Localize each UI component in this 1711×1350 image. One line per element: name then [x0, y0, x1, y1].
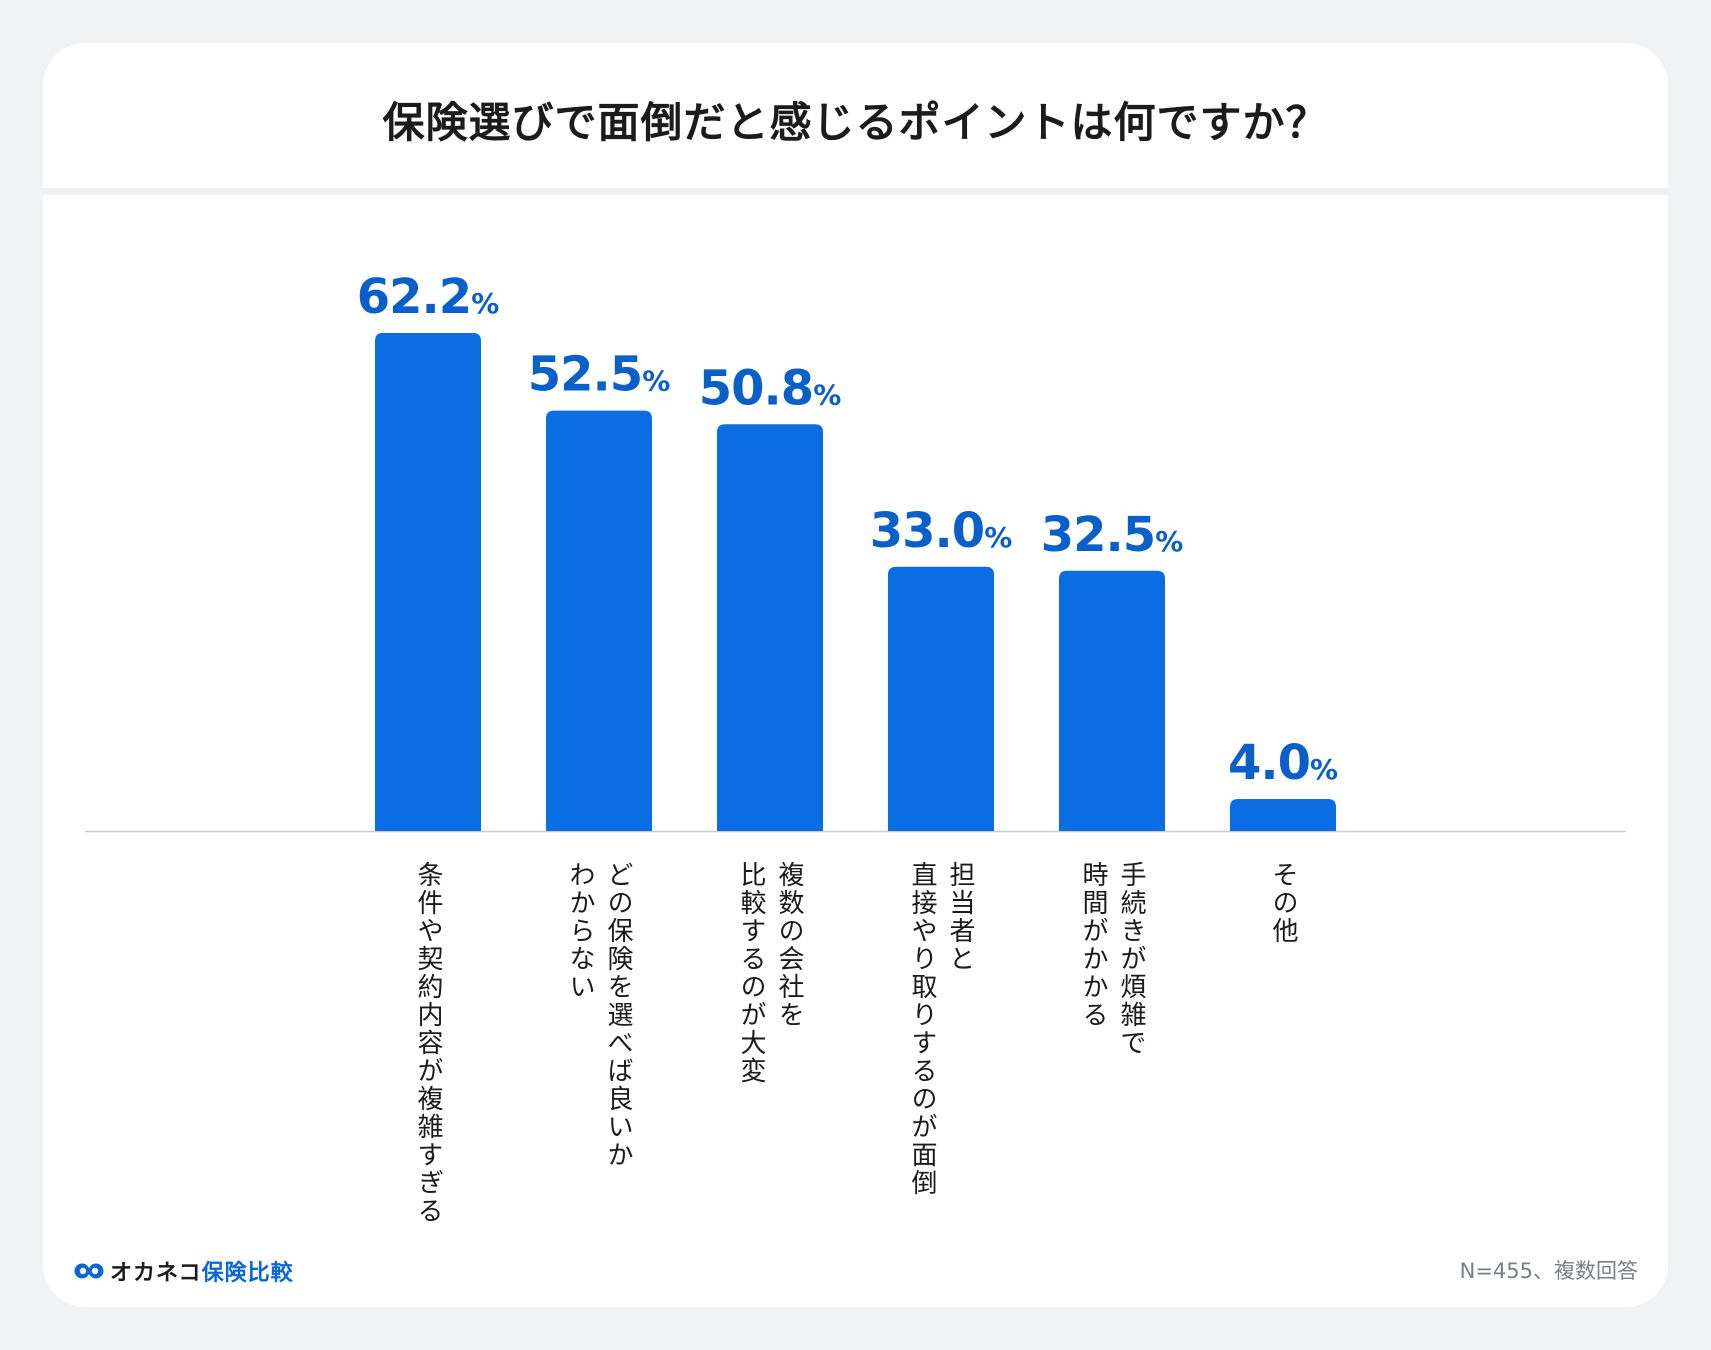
category-label-line: 手続きが煩雑で [1116, 861, 1146, 1057]
data-label: 4.0% [1228, 735, 1338, 791]
data-label: 32.5% [1041, 507, 1184, 563]
logo-text-main: オカネコ [110, 1261, 202, 1286]
logo-text-accent: 保険比較 [201, 1261, 294, 1286]
data-label-value: 4.0 [1228, 735, 1310, 791]
category-label-line: 複数の会社を [774, 861, 804, 1029]
category-label-line: わからない [565, 861, 595, 1001]
chart-card: 保険選びで面倒だと感じるポイントは何ですか？ 62.2% 52.5% 50.8% 33… [43, 43, 1668, 1307]
category-label-line: 担当者と [945, 861, 975, 973]
category-label: どの保険を選べば良いか わからない [549, 861, 649, 1281]
bar [375, 333, 481, 831]
sample-note: N=455、複数回答 [1459, 1259, 1638, 1283]
data-label-value: 32.5 [1041, 507, 1155, 563]
bar-chart: 62.2%52.5% 50.8%33.0% 32.5%4.0% [85, 269, 1626, 833]
data-label: 52.5% [528, 347, 671, 403]
brand-logo: オカネコ保険比較 [74, 1255, 294, 1287]
bar [1230, 798, 1336, 831]
title-bar: 保険選びで面倒だと感じるポイントは何ですか？ [43, 43, 1668, 188]
category-label-line: 条件や契約内容が複雑すぎる [413, 861, 443, 1225]
data-label-unit: % [471, 287, 499, 320]
data-label: 33.0% [870, 503, 1013, 559]
data-label-unit: % [642, 365, 670, 398]
data-label-value: 62.2 [357, 269, 471, 325]
data-label-unit: % [813, 378, 841, 411]
chart-title: 保険選びで面倒だと感じるポイントは何ですか？ [382, 98, 1329, 147]
category-label-line: どの保険を選べば良いか [603, 861, 633, 1169]
category-label: 複数の会社を 比較するのが大変 [720, 861, 820, 1281]
logo-mark-icon [74, 1263, 104, 1279]
data-label: 50.8% [699, 360, 842, 416]
data-label-value: 33.0 [870, 503, 984, 559]
category-label-line: 時間がかかる [1078, 861, 1108, 1029]
data-label-value: 52.5 [528, 347, 642, 403]
category-label: 担当者と 直接やり取りするのが面倒 [891, 861, 991, 1281]
category-label: その他 [1233, 861, 1333, 1281]
data-label-unit: % [984, 521, 1012, 554]
title-divider [43, 188, 1668, 195]
bar [1059, 570, 1165, 831]
category-label-line: 比較するのが大変 [736, 861, 766, 1085]
bar [717, 424, 823, 831]
category-label-line: その他 [1268, 861, 1298, 945]
data-label-unit: % [1155, 525, 1183, 558]
bar [888, 566, 994, 831]
category-label: 手続きが煩雑で 時間がかかる [1062, 861, 1162, 1281]
data-label-unit: % [1310, 753, 1338, 786]
bar [546, 410, 652, 831]
data-label: 62.2% [357, 269, 500, 325]
data-label-value: 50.8 [699, 360, 813, 416]
category-label-line: 直接やり取りするのが面倒 [907, 861, 937, 1197]
category-label: 条件や契約内容が複雑すぎる [378, 861, 478, 1281]
